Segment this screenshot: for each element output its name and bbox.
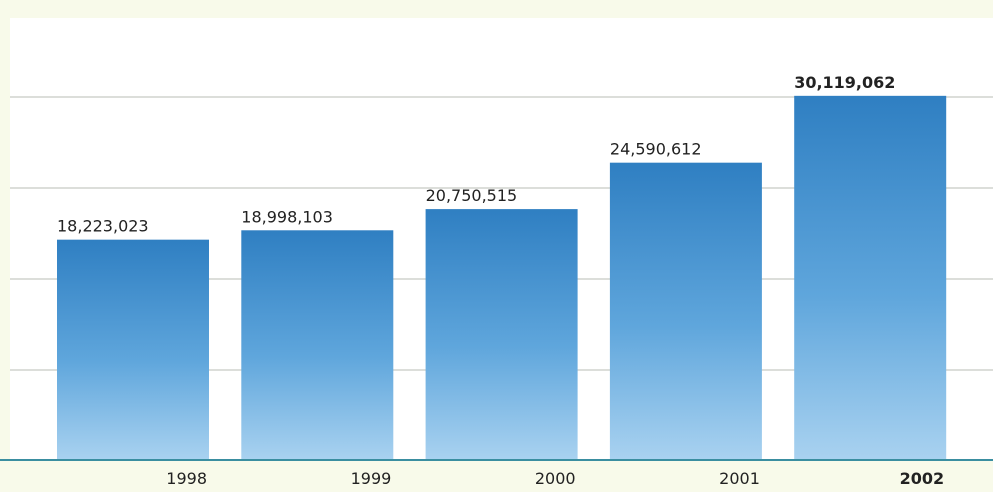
value-label: 30,119,062 [794, 73, 895, 92]
x-tick-label: 1998 [166, 469, 207, 488]
bar [57, 239, 209, 460]
bar [425, 209, 578, 460]
value-label: 20,750,515 [426, 186, 518, 205]
x-tick-label: 2001 [719, 469, 760, 488]
bar [241, 230, 394, 460]
value-label: 18,998,103 [241, 207, 333, 226]
x-tick-label: 2002 [900, 469, 945, 488]
x-tick-label: 1999 [351, 469, 392, 488]
bars: 18,223,023 1998 18,998,103 1999 20,750,515 20… [57, 73, 947, 488]
bar [794, 95, 947, 460]
value-label: 18,223,023 [57, 217, 149, 236]
value-label: 24,590,612 [610, 140, 702, 159]
x-tick-label: 2000 [535, 469, 576, 488]
bar [609, 162, 762, 461]
